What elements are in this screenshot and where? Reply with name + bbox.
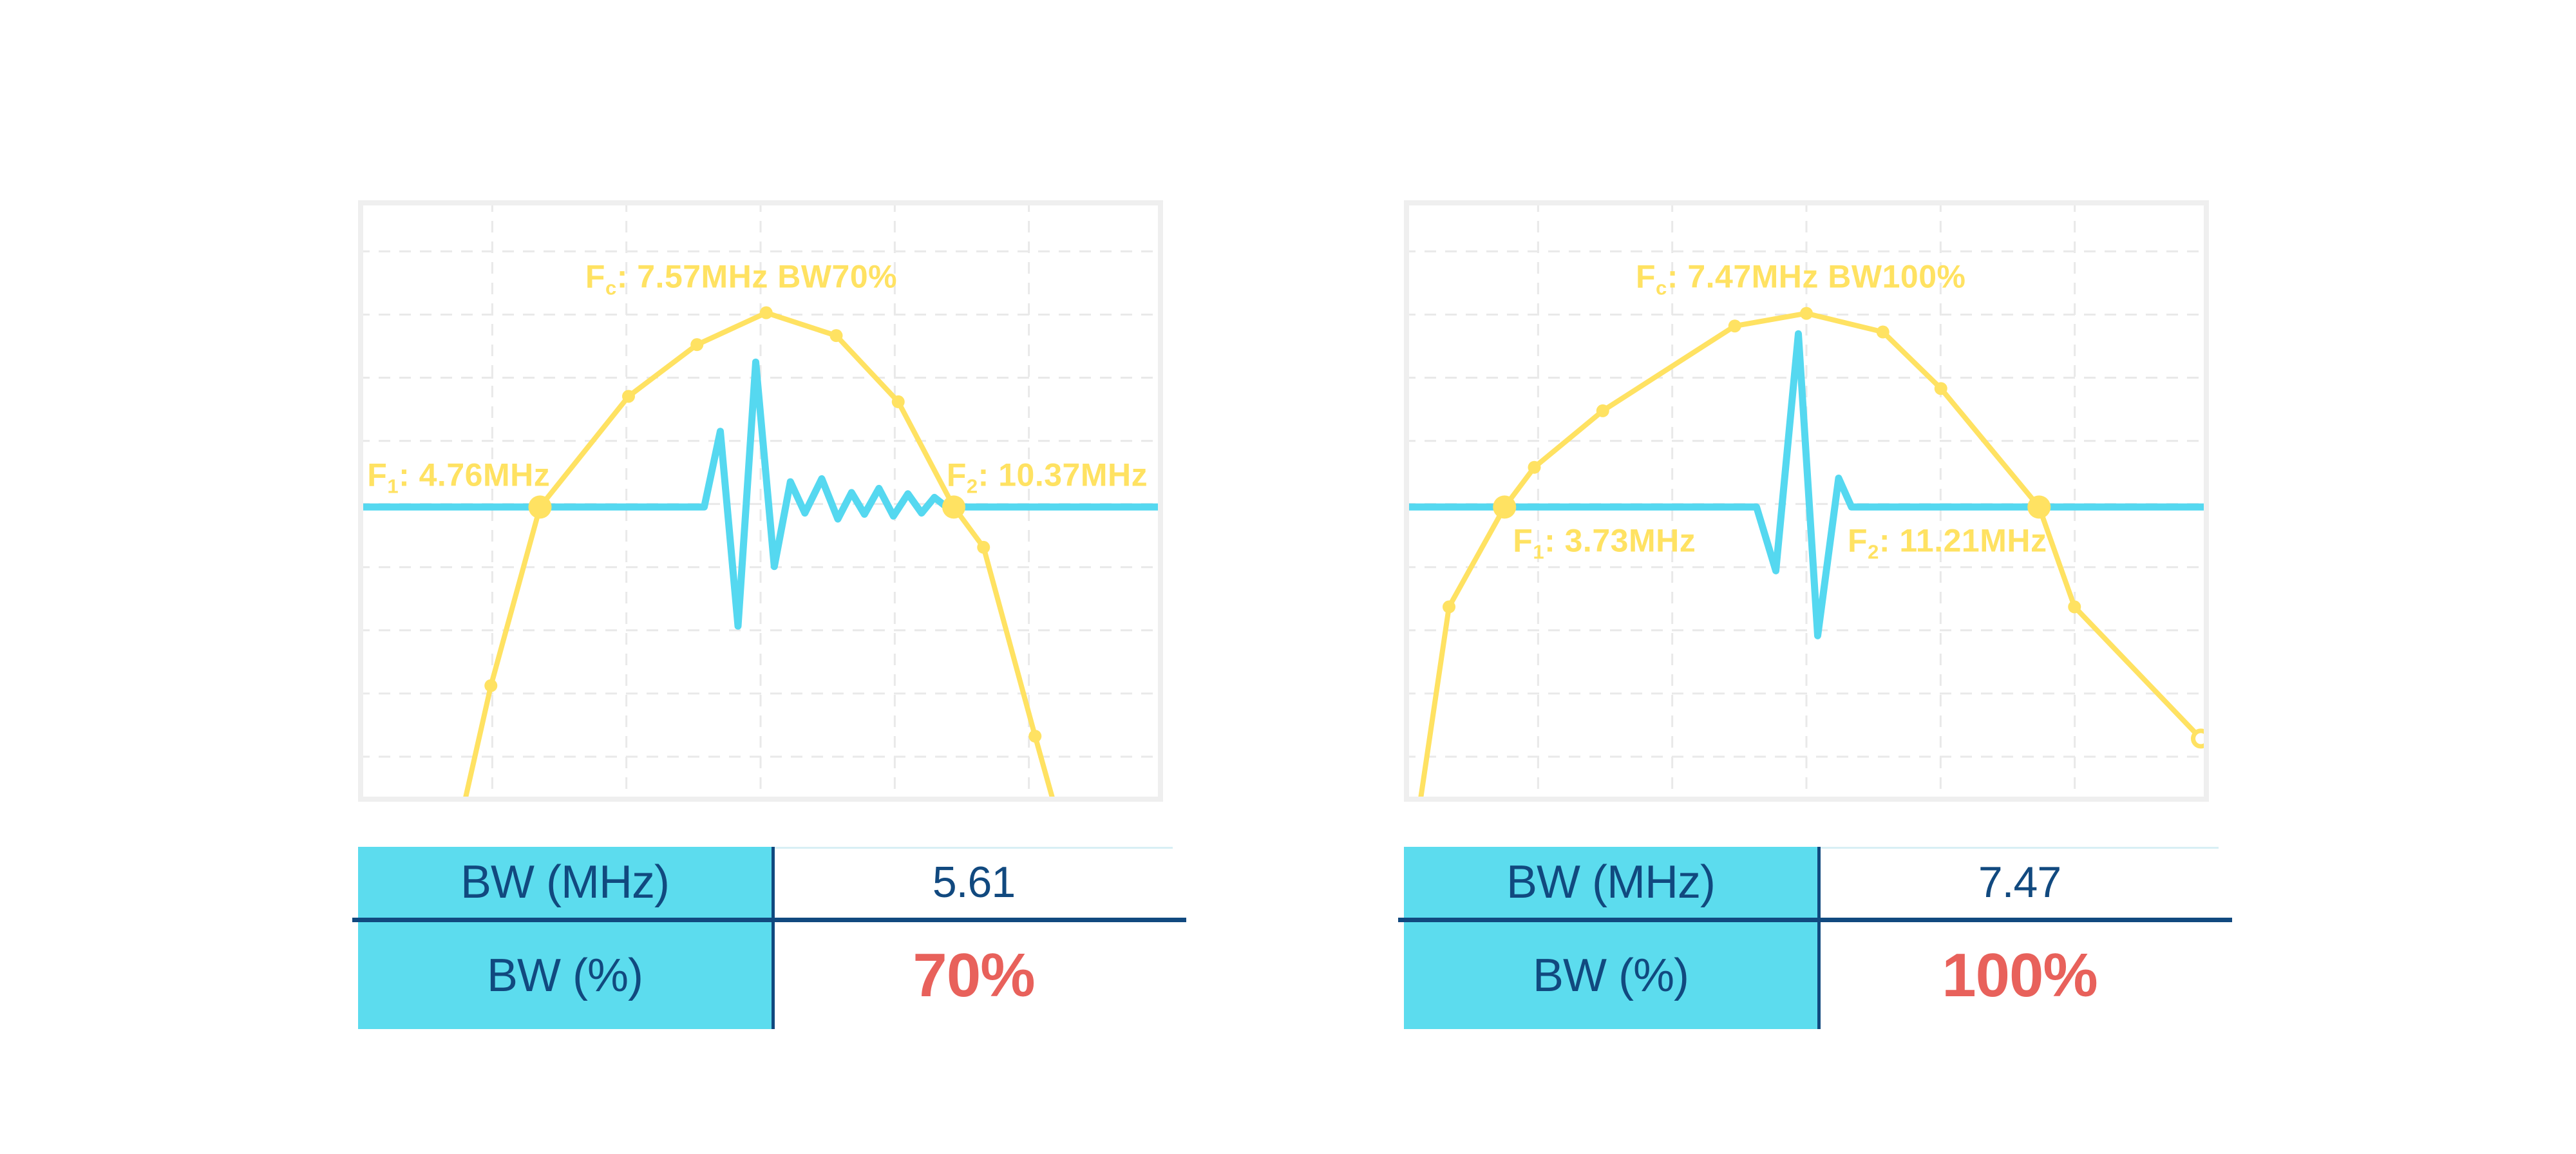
table-column-divider	[772, 847, 775, 1029]
bw-pct-value: 100%	[1942, 941, 2098, 1010]
table-row: 70%	[775, 922, 1173, 1029]
bw-mhz-label: BW (MHz)	[1506, 856, 1716, 908]
table-row-divider	[352, 918, 1186, 922]
table-header-column	[358, 847, 772, 1029]
f2-subscript: 2	[1868, 540, 1879, 563]
f1-subscript: 1	[1533, 540, 1545, 563]
bw-mhz-value: 7.47	[1978, 858, 2061, 907]
f1-annotation: F1: 3.73MHz	[1513, 522, 1696, 564]
f1-subscript: 1	[387, 475, 399, 498]
fc-annotation: Fc: 7.47MHz BW100%	[1636, 258, 1966, 300]
table-top-border	[772, 847, 1173, 849]
bw-pct-label: BW (%)	[487, 950, 643, 1001]
f2-subscript: 2	[966, 475, 978, 498]
spectrum-panel-bw70: Fc: 7.57MHz BW70% F1: 4.76MHz F2: 10.37M…	[352, 200, 1186, 1031]
fc-annotation: Fc: 7.57MHz BW70%	[585, 258, 897, 300]
f1-value: : 3.73MHz	[1544, 522, 1696, 559]
table-row: 100%	[1821, 922, 2219, 1029]
table-header-column	[1404, 847, 1817, 1029]
table-row: BW (%)	[358, 922, 772, 1029]
chart-canvas	[1404, 200, 2209, 802]
table-top-border	[1817, 847, 2219, 849]
bw-table: BW (MHz) 7.47 BW (%) 100%	[1398, 847, 2232, 1029]
spectrum-chart: Fc: 7.57MHz BW70% F1: 4.76MHz F2: 10.37M…	[358, 200, 1163, 802]
fc-symbol: F	[1636, 258, 1656, 295]
f1-symbol: F	[367, 457, 388, 493]
table-column-divider	[1817, 847, 1821, 1029]
f2-value: : 10.37MHz	[978, 457, 1148, 493]
fc-symbol: F	[585, 258, 605, 295]
f1-value: : 4.76MHz	[399, 457, 551, 493]
f2-symbol: F	[1848, 522, 1868, 559]
f1-symbol: F	[1513, 522, 1533, 559]
bw-pct-value: 70%	[913, 941, 1035, 1010]
bw-mhz-label: BW (MHz)	[460, 856, 670, 908]
table-row-divider	[1398, 918, 2232, 922]
bw-table: BW (MHz) 5.61 BW (%) 70%	[352, 847, 1186, 1029]
table-row: BW (MHz)	[358, 847, 772, 918]
f2-annotation: F2: 10.37MHz	[947, 456, 1148, 498]
f1-annotation: F1: 4.76MHz	[367, 456, 550, 498]
table-row: BW (%)	[1404, 922, 1817, 1029]
fc-subscript: c	[1656, 276, 1667, 299]
bw-mhz-value: 5.61	[932, 858, 1016, 907]
table-row: 7.47	[1821, 847, 2219, 918]
spectrum-panel-bw100: Fc: 7.47MHz BW100% F1: 3.73MHz F2: 11.21…	[1398, 200, 2232, 1031]
chart-canvas	[358, 200, 1163, 802]
fc-value: : 7.47MHz BW100%	[1667, 258, 1966, 295]
table-row: 5.61	[775, 847, 1173, 918]
fc-value: : 7.57MHz BW70%	[616, 258, 898, 295]
fc-subscript: c	[605, 276, 617, 299]
bw-pct-label: BW (%)	[1533, 950, 1689, 1001]
table-row: BW (MHz)	[1404, 847, 1817, 918]
f2-symbol: F	[946, 457, 967, 493]
spectrum-chart: Fc: 7.47MHz BW100% F1: 3.73MHz F2: 11.21…	[1404, 200, 2209, 802]
f2-annotation: F2: 11.21MHz	[1848, 522, 2047, 564]
f2-value: : 11.21MHz	[1879, 522, 2047, 559]
